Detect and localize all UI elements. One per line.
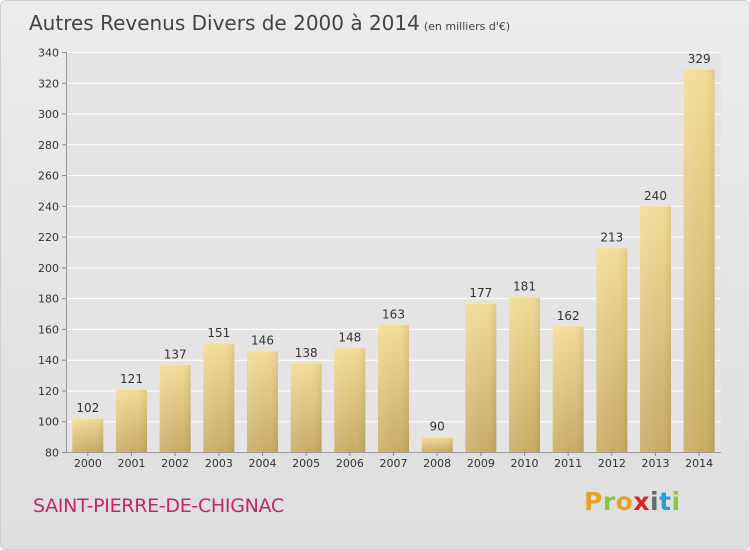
data-label: 121	[120, 372, 143, 386]
bar-shade	[509, 296, 540, 452]
data-label: 177	[469, 286, 492, 300]
x-tick-label: 2011	[554, 457, 582, 470]
logo-letter: r	[602, 487, 616, 516]
y-tick-label: 80	[45, 447, 59, 460]
bar-shade	[378, 324, 409, 452]
x-tick-label: 2000	[74, 457, 102, 470]
logo-letter: o	[615, 487, 634, 516]
x-tick-label: 2009	[467, 457, 495, 470]
data-label: 148	[338, 330, 361, 344]
data-label: 240	[644, 189, 667, 203]
data-label: 163	[382, 307, 405, 321]
x-tick-label: 2014	[685, 457, 713, 470]
data-label: 329	[688, 52, 711, 66]
chart-subtitle: (en milliers d'€)	[423, 20, 511, 33]
x-tick-label: 2007	[380, 457, 408, 470]
x-tick-label: 2003	[205, 457, 233, 470]
bar-shade	[640, 205, 671, 452]
y-tick-label: 340	[38, 47, 59, 60]
logo-letter: i	[650, 487, 660, 516]
x-tick-label: 2012	[598, 457, 626, 470]
x-tick-label: 2013	[642, 457, 670, 470]
logo-letter: P	[584, 487, 603, 516]
data-label: 151	[207, 326, 230, 340]
data-label: 181	[513, 280, 536, 294]
chart-title-text: Autres Revenus Divers de 2000 à 2014	[29, 11, 420, 35]
x-tick-label: 2005	[292, 457, 320, 470]
y-tick-label: 180	[38, 293, 59, 306]
bar-shade	[421, 436, 453, 452]
axis-layer: 80 100 120 140 160 180 200 220 240 260 280 300 320 34…	[38, 47, 721, 470]
data-label: 138	[295, 346, 318, 360]
y-tick-label: 220	[38, 231, 59, 244]
bar-shade	[552, 325, 584, 452]
data-label: 213	[600, 230, 623, 244]
x-tick-label: 2008	[423, 457, 451, 470]
bar-shade	[247, 350, 278, 452]
x-tick-label: 2004	[249, 457, 277, 470]
bar-shade	[334, 347, 366, 452]
y-tick-label: 240	[38, 200, 59, 213]
bar-shade	[290, 362, 322, 452]
x-tick-label: 2002	[161, 457, 189, 470]
logo-letter: x	[633, 487, 650, 516]
bar-shade	[596, 247, 628, 452]
y-tick-label: 280	[38, 139, 59, 152]
bar-shade	[159, 364, 191, 452]
y-tick-label: 260	[38, 170, 59, 183]
x-tick-label: 2006	[336, 457, 364, 470]
x-tick-label: 2010	[511, 457, 539, 470]
x-tick-label: 2001	[118, 457, 146, 470]
commune-name: SAINT-PIERRE-DE-CHIGNAC	[33, 495, 284, 517]
bar-layer: 102 121 137 151 146 138 148 163 90 177 181 162 213 24…	[72, 52, 715, 452]
proxiti-logo: Proxiti	[584, 487, 681, 516]
bar-shade	[683, 68, 715, 452]
data-label: 146	[251, 333, 274, 347]
bar-shade	[465, 302, 497, 452]
y-tick-label: 200	[38, 262, 59, 275]
data-label: 102	[76, 401, 99, 415]
y-tick-label: 140	[38, 354, 59, 367]
y-tick-label: 120	[38, 385, 59, 398]
data-label: 162	[557, 309, 580, 323]
y-tick-label: 320	[38, 77, 59, 90]
bar-shade	[116, 388, 147, 452]
chart-title: Autres Revenus Divers de 2000 à 2014 (en …	[29, 11, 510, 35]
logo-letter: t	[659, 487, 672, 516]
y-tick-label: 300	[38, 108, 59, 121]
y-tick-label: 160	[38, 323, 59, 336]
y-tick-label: 100	[38, 416, 59, 429]
data-label: 90	[430, 420, 445, 434]
bar-shade	[203, 342, 235, 452]
logo-letter: i	[671, 487, 681, 516]
bar-shade	[72, 418, 104, 452]
data-label: 137	[164, 347, 187, 361]
